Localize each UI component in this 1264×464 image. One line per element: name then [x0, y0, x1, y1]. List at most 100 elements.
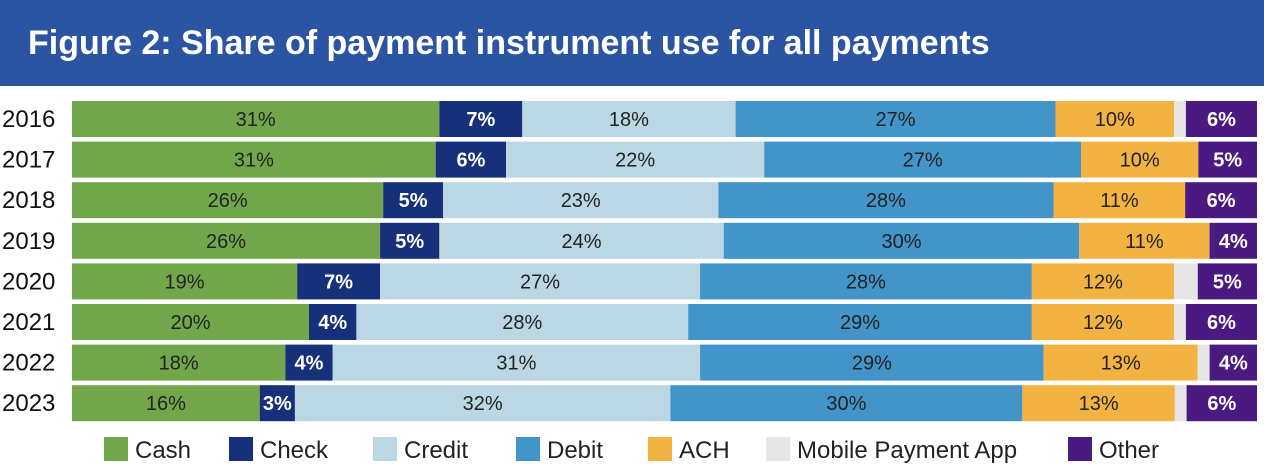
bar-check-2016	[439, 101, 523, 137]
bar-debit-2021	[688, 304, 1032, 340]
data-label-other-2021: 6%	[1207, 312, 1236, 334]
data-label-credit-2020: 27%	[520, 271, 560, 293]
bar-cash-2022	[72, 344, 286, 381]
bar-ach-2018	[1053, 182, 1186, 219]
year-label-2017: 2017	[2, 147, 55, 174]
data-label-check-2019: 5%	[395, 231, 424, 253]
legend-label-debit: Debit	[547, 437, 603, 464]
legend-label-check: Check	[260, 437, 329, 464]
legend-label-other: Other	[1099, 437, 1159, 464]
data-label-other-2016: 6%	[1207, 109, 1236, 131]
data-label-debit-2018: 28%	[866, 190, 906, 212]
data-label-debit-2016: 27%	[876, 109, 916, 131]
bar-other-2017	[1198, 141, 1257, 178]
data-label-credit-2018: 23%	[561, 190, 601, 212]
legend-swatch-debit	[516, 437, 540, 461]
data-label-check-2016: 7%	[466, 109, 495, 131]
data-label-cash-2019: 26%	[206, 231, 246, 253]
legend-label-ach: ACH	[679, 437, 730, 464]
bar-ach-2022	[1043, 344, 1198, 381]
bars-layer: 2016 31% 7% 18% 27% 10% 6% 2017 31% 6% 22% 27% 10% 5%…	[2, 101, 1257, 422]
bar-check-2021	[309, 304, 357, 340]
year-label-2020: 2020	[2, 268, 55, 295]
data-label-ach-2018: 11%	[1100, 190, 1139, 212]
year-label-2018: 2018	[2, 187, 55, 214]
bar-debit-2017	[764, 141, 1082, 178]
bar-credit-2019	[439, 222, 724, 259]
bar-cash-2017	[72, 141, 436, 178]
legend-label-credit: Credit	[404, 437, 468, 464]
bar-ach-2019	[1079, 222, 1210, 259]
legend-label-cash: Cash	[135, 437, 191, 464]
data-label-ach-2021: 12%	[1083, 312, 1123, 334]
bar-ach-2016	[1055, 101, 1175, 137]
bar-credit-2017	[506, 141, 765, 178]
bar-credit-2016	[522, 101, 736, 137]
bar-cash-2019	[72, 222, 381, 259]
bar-cash-2020	[72, 263, 298, 300]
data-label-check-2017: 6%	[456, 150, 485, 172]
data-label-debit-2017: 27%	[903, 150, 943, 172]
data-label-debit-2020: 28%	[846, 271, 886, 293]
data-label-other-2022: 4%	[1219, 353, 1248, 375]
legend-swatch-other	[1068, 437, 1092, 461]
legend-swatch-cash	[104, 437, 128, 461]
legend-swatch-ach	[648, 437, 672, 461]
bar-check-2019	[380, 222, 440, 259]
bar-ach-2021	[1031, 304, 1175, 340]
bar-debit-2019	[723, 222, 1080, 259]
year-label-2021: 2021	[2, 309, 55, 336]
data-label-credit-2022: 31%	[496, 353, 536, 375]
bar-credit-2021	[356, 304, 689, 340]
bar-check-2018	[383, 182, 444, 219]
legend: Cash Check Credit Debit ACH Mobile Payment Ap…	[104, 437, 1159, 464]
bar-cash-2023	[72, 385, 260, 422]
data-label-ach-2016: 10%	[1095, 109, 1135, 131]
data-label-cash-2022: 18%	[159, 353, 199, 375]
bar-debit-2018	[718, 182, 1054, 219]
legend-swatch-mobile-payment-app	[766, 437, 790, 461]
year-label-2016: 2016	[2, 106, 55, 133]
data-label-ach-2022: 13%	[1101, 353, 1141, 375]
chart-title: Figure 2: Share of payment instrument us…	[28, 24, 990, 62]
data-label-check-2020: 7%	[324, 271, 353, 293]
year-label-2023: 2023	[2, 390, 55, 417]
bar-debit-2023	[670, 385, 1023, 422]
bar-debit-2022	[700, 344, 1044, 381]
bar-mobile-payment-app-2016	[1174, 101, 1186, 137]
year-label-2022: 2022	[2, 350, 55, 377]
bar-credit-2018	[443, 182, 719, 219]
data-label-ach-2019: 11%	[1125, 231, 1164, 253]
data-label-cash-2020: 19%	[165, 271, 205, 293]
bar-other-2018	[1185, 182, 1257, 219]
data-label-other-2017: 5%	[1213, 150, 1242, 172]
data-label-check-2021: 4%	[318, 312, 347, 334]
bar-check-2022	[285, 344, 333, 381]
data-label-other-2020: 5%	[1213, 271, 1242, 293]
title-bar: Figure 2: Share of payment instrument us…	[0, 0, 1264, 86]
data-label-debit-2019: 30%	[881, 231, 921, 253]
bar-cash-2021	[72, 304, 309, 340]
data-label-cash-2018: 26%	[208, 190, 248, 212]
legend-label-mobile-payment-app: Mobile Payment App	[797, 437, 1017, 464]
bar-other-2016	[1185, 101, 1257, 137]
legend-swatch-credit	[373, 437, 397, 461]
data-label-credit-2021: 28%	[502, 312, 542, 334]
bar-mobile-payment-app-2023	[1174, 385, 1187, 422]
bar-debit-2020	[700, 263, 1032, 300]
data-label-other-2019: 4%	[1219, 231, 1248, 253]
bar-debit-2016	[735, 101, 1056, 137]
bar-check-2017	[435, 141, 507, 178]
bar-mobile-payment-app-2020	[1174, 263, 1198, 300]
data-label-cash-2023: 16%	[146, 393, 186, 415]
bar-other-2022	[1209, 344, 1257, 381]
data-label-debit-2023: 30%	[826, 393, 866, 415]
data-label-check-2022: 4%	[295, 353, 324, 375]
data-label-credit-2023: 32%	[463, 393, 503, 415]
bar-credit-2020	[380, 263, 701, 300]
data-label-debit-2021: 29%	[840, 312, 880, 334]
data-label-credit-2019: 24%	[562, 231, 602, 253]
bar-other-2020	[1197, 263, 1257, 300]
bar-cash-2016	[72, 101, 440, 137]
